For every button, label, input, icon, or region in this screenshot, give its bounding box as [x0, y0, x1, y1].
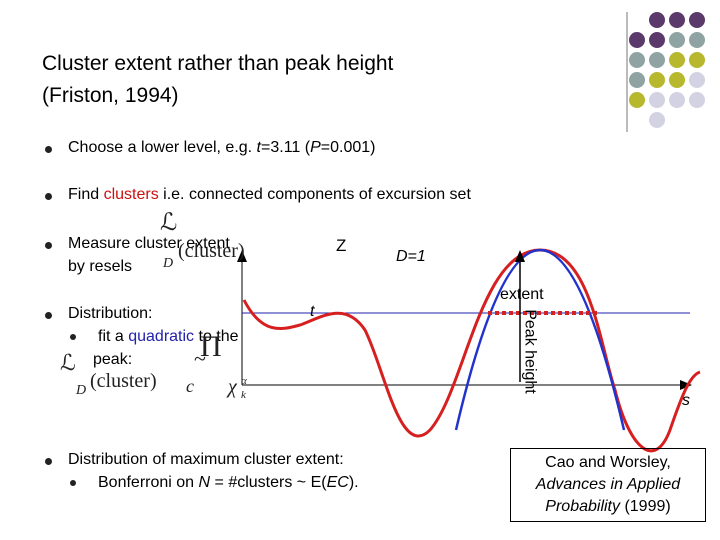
- math: (cluster): [178, 240, 245, 262]
- decor-dot: [649, 12, 665, 28]
- text: Bonferroni on: [98, 474, 199, 491]
- bullet-text: Find clusters i.e. connected components …: [68, 186, 471, 204]
- decor-dot: [629, 52, 645, 68]
- bullet-text: Choose a lower level, e.g. t=3.11 (P=0.0…: [68, 139, 375, 157]
- arrow-head: [237, 250, 247, 262]
- decor-dot: [669, 12, 685, 28]
- text: = #clusters ~ E(: [210, 474, 327, 491]
- sub-bullet: [70, 334, 76, 340]
- citation-text: Advances in Applied: [535, 476, 681, 493]
- decor-dot: [629, 32, 645, 48]
- diagram: [237, 248, 701, 453]
- text: quadratic: [128, 328, 195, 345]
- citation-text: Cao and Worsley,: [545, 454, 671, 471]
- arrow-head: [515, 250, 525, 262]
- bullet: [45, 458, 52, 465]
- decor-dots: [626, 12, 705, 132]
- bullet-text: Distribution:: [68, 305, 153, 322]
- citation-box: Cao and Worsley, Advances in Applied Pro…: [510, 448, 706, 522]
- math: ℒ: [60, 350, 76, 375]
- bullet: [45, 312, 52, 319]
- math: χ: [228, 376, 237, 398]
- text: N: [198, 474, 211, 491]
- math: ℒ: [160, 210, 178, 236]
- title-line: Cluster extent rather than peak height: [42, 52, 394, 75]
- s-label: s: [682, 392, 690, 409]
- field-curve: [242, 248, 701, 453]
- math: (cluster): [90, 370, 157, 392]
- text: t: [256, 139, 261, 156]
- d-label: D=1: [396, 248, 426, 265]
- text: =0.001): [320, 139, 376, 156]
- decor-dot: [689, 72, 705, 88]
- extent-label: extent: [500, 286, 544, 303]
- sub-bullet: [70, 480, 76, 486]
- bullet-text: fit a quadratic to the: [98, 328, 239, 346]
- decor-dot: [649, 72, 665, 88]
- decor-dot: [629, 92, 645, 108]
- decor-dot: [669, 72, 685, 88]
- text: clusters: [103, 186, 159, 203]
- decor-dot: [649, 92, 665, 108]
- text: to the: [194, 328, 239, 345]
- decor-dot: [689, 32, 705, 48]
- math: α: [241, 375, 247, 387]
- text: P: [310, 139, 321, 156]
- citation-text: Probability: [545, 498, 620, 515]
- text: =3.11 (: [261, 139, 311, 156]
- peak-height-label: Peak height: [521, 309, 539, 394]
- decor-dot: [649, 32, 665, 48]
- bullet-text: Measure cluster extent: [68, 235, 230, 252]
- math: D: [163, 256, 174, 271]
- decor-dot: [649, 52, 665, 68]
- decor-dot: [689, 52, 705, 68]
- t-label: t: [310, 303, 315, 320]
- decor-dot: [669, 92, 685, 108]
- bullet-text: by resels: [68, 258, 133, 275]
- math: Π: [200, 330, 222, 363]
- bullet: [45, 193, 52, 200]
- bullet-text: peak:: [93, 351, 133, 368]
- decor-dot: [669, 52, 685, 68]
- decor-dot: [669, 32, 685, 48]
- math: ~: [194, 346, 206, 371]
- text: fit a: [98, 328, 129, 345]
- citation-text: (1999): [620, 498, 671, 515]
- z-label: Z: [336, 236, 347, 255]
- bullet-text: Bonferroni on N = #clusters ~ E(EC).: [98, 474, 359, 492]
- text: Find: [68, 186, 104, 203]
- title-line: (Friston, 1994): [42, 84, 179, 107]
- quadratic-fit: [454, 248, 626, 431]
- math: k: [241, 389, 246, 401]
- bullet: [45, 242, 52, 249]
- text: Choose a lower level, e.g.: [68, 139, 257, 156]
- citation-line: Probability (1999): [511, 496, 705, 518]
- math: D: [76, 383, 87, 398]
- decor-dot: [629, 72, 645, 88]
- math: c: [186, 376, 194, 396]
- bullet: [45, 146, 52, 153]
- decor-dot: [689, 92, 705, 108]
- arrow-head: [680, 380, 692, 390]
- text: EC: [326, 474, 349, 491]
- decor-dot: [649, 112, 665, 128]
- text: ).: [348, 474, 359, 491]
- text: i.e. connected components of excursion s…: [158, 186, 471, 203]
- decor-dot: [689, 12, 705, 28]
- bullet-text: Distribution of maximum cluster extent:: [68, 451, 344, 468]
